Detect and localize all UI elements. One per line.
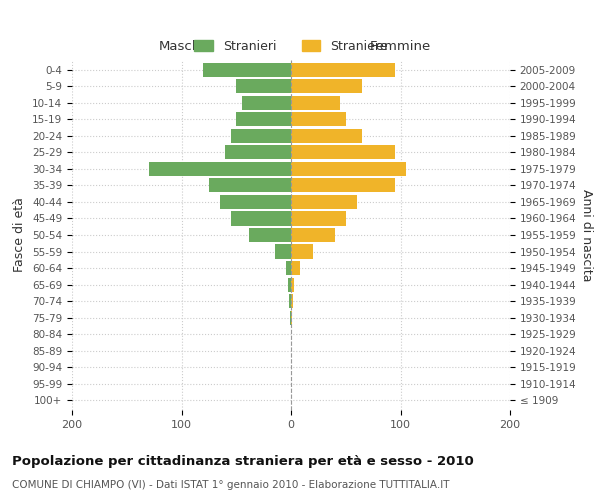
- Bar: [291, 212, 346, 226]
- Bar: [291, 195, 356, 209]
- Bar: [291, 244, 313, 258]
- Bar: [291, 162, 406, 176]
- Y-axis label: Fasce di età: Fasce di età: [13, 198, 26, 272]
- Bar: [250, 228, 291, 242]
- Bar: [231, 129, 291, 143]
- Bar: [291, 310, 292, 324]
- Text: Maschi: Maschi: [158, 40, 205, 53]
- Bar: [291, 228, 335, 242]
- Bar: [291, 278, 294, 291]
- Bar: [286, 261, 291, 275]
- Bar: [291, 80, 362, 94]
- Text: Femmine: Femmine: [370, 40, 431, 53]
- Bar: [149, 162, 291, 176]
- Text: COMUNE DI CHIAMPO (VI) - Dati ISTAT 1° gennaio 2010 - Elaborazione TUTTITALIA.IT: COMUNE DI CHIAMPO (VI) - Dati ISTAT 1° g…: [12, 480, 449, 490]
- Bar: [291, 96, 340, 110]
- Bar: [291, 178, 395, 192]
- Y-axis label: Anni di nascita: Anni di nascita: [580, 188, 593, 281]
- Bar: [275, 244, 291, 258]
- Bar: [291, 294, 293, 308]
- Bar: [203, 63, 291, 77]
- Bar: [291, 129, 362, 143]
- Bar: [242, 96, 291, 110]
- Bar: [226, 146, 291, 160]
- Bar: [290, 310, 291, 324]
- Bar: [236, 112, 291, 126]
- Bar: [288, 278, 291, 291]
- Bar: [291, 112, 346, 126]
- Text: Popolazione per cittadinanza straniera per età e sesso - 2010: Popolazione per cittadinanza straniera p…: [12, 455, 474, 468]
- Bar: [231, 212, 291, 226]
- Bar: [291, 146, 395, 160]
- Bar: [209, 178, 291, 192]
- Bar: [291, 63, 395, 77]
- Bar: [236, 80, 291, 94]
- Legend: Stranieri, Straniere: Stranieri, Straniere: [189, 35, 393, 58]
- Bar: [220, 195, 291, 209]
- Bar: [289, 294, 291, 308]
- Bar: [291, 261, 300, 275]
